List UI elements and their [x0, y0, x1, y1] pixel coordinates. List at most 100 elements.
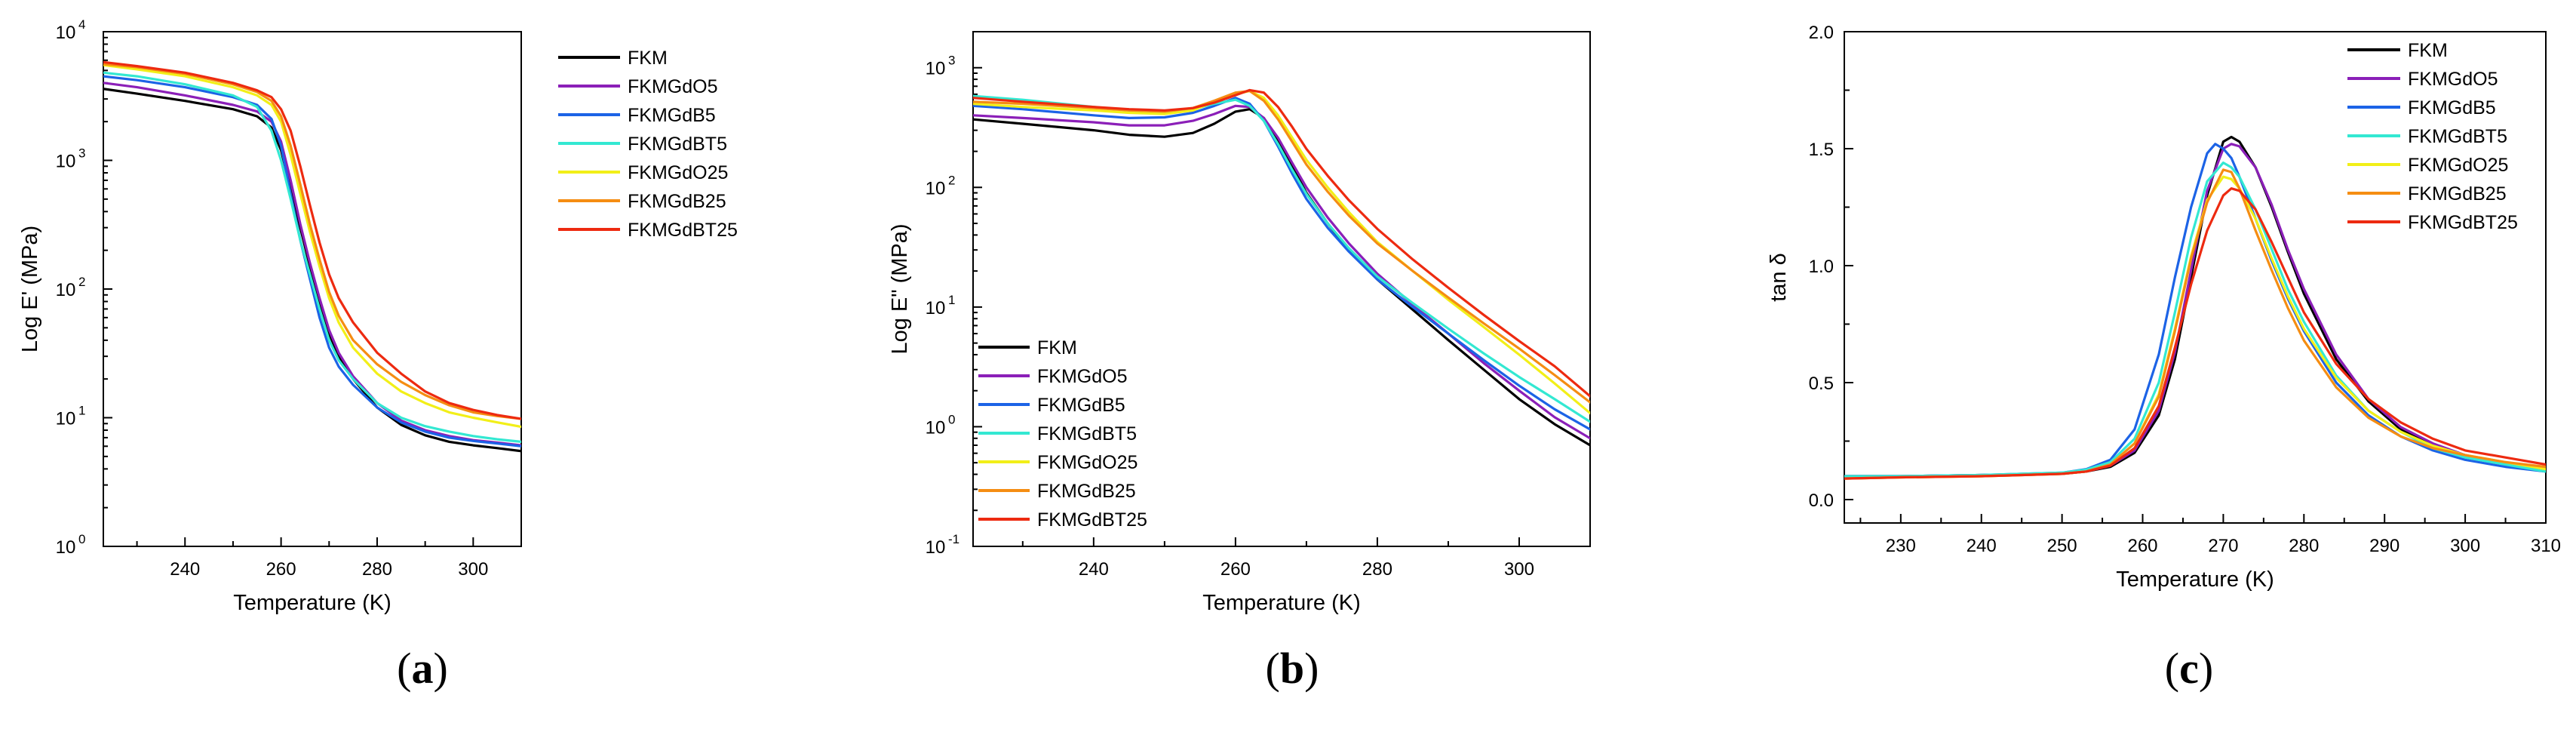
panel-label-letter: c: [2179, 644, 2199, 693]
y-axis-label-a: Log E' (MPa): [18, 226, 42, 352]
x-tick-label-c: 230: [1886, 536, 1916, 556]
x-tick-label-c: 240: [1967, 536, 1997, 556]
x-tick-label-b: 240: [1079, 559, 1109, 580]
x-tick-label-b: 280: [1362, 559, 1392, 580]
series-line-c-fkmgdbt5: [1844, 161, 2546, 478]
y-tick-exponent-b: 0: [948, 412, 955, 426]
legend-label-c: FKMGdBT25: [2408, 212, 2518, 233]
x-tick-label-b: 260: [1220, 559, 1251, 580]
y-tick-exponent-a: 0: [78, 532, 85, 546]
series-line-b-fkmgdo5: [973, 104, 1590, 440]
panel-label-open: (: [397, 644, 411, 693]
y-axis-label-b: Log E" (MPa): [888, 223, 912, 354]
legend-label-c: FKMGdBT5: [2408, 126, 2507, 147]
panel-label-close: ): [2199, 644, 2213, 693]
x-tick-label-b: 300: [1504, 559, 1534, 580]
x-tick-label-a: 240: [170, 559, 200, 580]
series-line-a-fkmgdo5: [103, 82, 521, 447]
y-axis-label-c: tan δ: [1767, 253, 1791, 302]
panel-label-b: (b): [1266, 644, 1319, 693]
y-tick-exponent-a: 4: [78, 17, 85, 32]
y-tick-exponent-a: 3: [78, 146, 85, 161]
y-tick-exponent-b: -1: [948, 532, 959, 546]
y-tick-label-a: 10: [56, 537, 76, 558]
panel-label-open: (: [1266, 644, 1280, 693]
plot-frame-b: [972, 31, 1591, 547]
legend-a: FKM FKMGdO5 FKMGdB5 FKMGdBT5 FKMGdO25 FKMGdB2…: [558, 48, 738, 241]
x-axis-label-a: Temperature (K): [233, 591, 391, 615]
y-tick-label-b: 10: [926, 298, 946, 318]
legend-label-b: FKMGdB25: [1037, 481, 1136, 502]
y-tick-label-c: 1.0: [1809, 257, 1834, 277]
x-tick-label-c: 250: [2047, 536, 2077, 556]
panel-label-close: ): [1304, 644, 1319, 693]
series-line-a-fkmgdb5: [103, 75, 521, 448]
y-tick-label-a: 10: [56, 23, 76, 43]
legend-label-b: FKMGdBT5: [1037, 423, 1137, 444]
legend-label-b: FKM: [1037, 337, 1077, 358]
panel-label-open: (: [2165, 644, 2179, 693]
y-tick-label-a: 10: [56, 409, 76, 429]
y-tick-label-b: 10: [926, 59, 946, 79]
legend-c: FKM FKMGdO5 FKMGdB5 FKMGdBT5 FKMGdO25 FKMGdB2…: [2347, 40, 2518, 233]
y-tick-label-a: 10: [56, 280, 76, 300]
x-tick-label-c: 260: [2127, 536, 2157, 556]
legend-label-b: FKMGdBT25: [1037, 509, 1147, 531]
y-tick-exponent-b: 3: [948, 54, 955, 68]
series-group-b: [973, 88, 1590, 447]
y-tick-exponent-a: 1: [78, 404, 85, 418]
legend-label-a: FKMGdBT25: [628, 220, 738, 241]
y-tick-label-b: 10: [926, 537, 946, 558]
x-tick-label-a: 260: [266, 559, 296, 580]
legend-label-b: FKMGdO25: [1037, 452, 1138, 473]
legend-label-a: FKMGdB25: [628, 191, 726, 212]
x-tick-label-c: 310: [2531, 536, 2561, 556]
chart-panel-c: 230 240 250 260 270 280 290 300 310 0.0 0.5 1.0 1.5 2…: [1767, 23, 2561, 693]
legend-label-a: FKMGdO5: [628, 76, 717, 97]
legend-label-a: FKMGdBT5: [628, 134, 727, 155]
y-tick-exponent-b: 2: [948, 173, 955, 187]
series-line-a-fkmgdbt25: [103, 60, 521, 420]
y-tick-label-c: 0.0: [1809, 491, 1834, 511]
legend-label-b: FKMGdB5: [1037, 395, 1125, 416]
legend-label-a: FKMGdB5: [628, 105, 716, 126]
x-tick-label-a: 280: [362, 559, 392, 580]
series-group-a: [103, 60, 521, 453]
x-tick-label-c: 270: [2208, 536, 2238, 556]
series-line-b-fkmgdbt25: [973, 88, 1590, 398]
y-tick-label-c: 0.5: [1809, 374, 1834, 394]
series-group-c: [1844, 135, 2546, 480]
series-line-b-fkm: [973, 108, 1590, 447]
legend-label-a: FKM: [628, 48, 668, 69]
legend-label-b: FKMGdO5: [1037, 366, 1127, 387]
plot-frame-c: [1844, 31, 2547, 524]
legend-label-c: FKMGdO5: [2408, 69, 2498, 90]
y-tick-exponent-a: 2: [78, 275, 85, 289]
series-line-b-fkmgdo25: [973, 89, 1590, 415]
y-tick-label-a: 10: [56, 152, 76, 172]
panel-label-letter: a: [412, 644, 434, 693]
y-tick-label-c: 1.5: [1809, 140, 1834, 160]
legend-label-c: FKMGdB25: [2408, 183, 2507, 205]
x-tick-label-c: 290: [2369, 536, 2399, 556]
panel-label-a: (a): [397, 644, 448, 693]
legend-label-c: FKM: [2408, 40, 2448, 61]
series-line-a-fkmgdbt5: [103, 71, 521, 444]
panel-label-close: ): [434, 644, 448, 693]
panel-label-letter: b: [1280, 644, 1304, 693]
legend-b: FKM FKMGdO5 FKMGdB5 FKMGdBT5 FKMGdO25 FKMGdB2…: [978, 337, 1147, 531]
series-line-b-fkmgdb5: [973, 97, 1590, 431]
x-tick-label-c: 300: [2450, 536, 2480, 556]
legend-label-a: FKMGdO25: [628, 162, 728, 183]
y-tick-label-c: 2.0: [1809, 23, 1834, 43]
x-tick-label-c: 280: [2289, 536, 2319, 556]
series-line-a-fkmgdb25: [103, 63, 521, 420]
y-tick-exponent-b: 1: [948, 293, 955, 307]
legend-label-c: FKMGdB5: [2408, 97, 2496, 118]
x-tick-label-a: 300: [458, 559, 488, 580]
series-line-a-fkmgdo25: [103, 63, 521, 429]
panel-label-c: (c): [2165, 644, 2213, 693]
